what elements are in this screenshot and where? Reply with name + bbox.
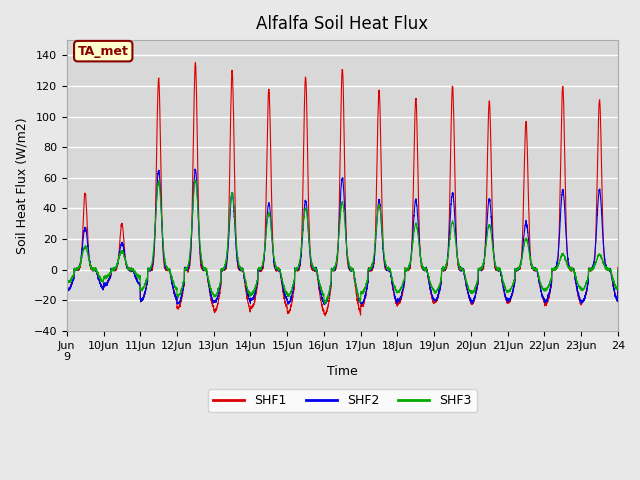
Text: TA_met: TA_met [78,45,129,58]
SHF3 [192,177,200,183]
SHF2 [322,300,330,305]
X-axis label: Time: Time [327,365,358,378]
SHF2 [614,298,621,303]
SHF2 [162,264,170,270]
Title: Alfalfa Soil Heat Flux: Alfalfa Soil Heat Flux [256,15,428,33]
SHF1 [466,297,474,303]
SHF3 [497,271,505,276]
SHF2 [358,301,365,307]
SHF2 [191,166,199,172]
Y-axis label: Soil Heat Flux (W/m2): Soil Heat Flux (W/m2) [15,117,28,254]
SHF2 [466,295,474,300]
SHF1 [614,264,621,270]
Line: SHF1: SHF1 [67,62,618,316]
SHF1 [162,267,170,273]
Line: SHF2: SHF2 [67,169,618,304]
SHF1 [497,274,505,279]
SHF1 [191,60,199,65]
SHF3 [322,299,330,304]
SHF1 [322,311,330,316]
SHF2 [63,287,70,293]
SHF1 [436,288,444,294]
SHF1 [63,286,70,292]
Legend: SHF1, SHF2, SHF3: SHF1, SHF2, SHF3 [208,389,477,412]
SHF3 [436,281,444,287]
SHF3 [466,288,474,294]
SHF2 [497,271,505,277]
SHF2 [436,288,444,294]
SHF1 [321,313,329,319]
SHF3 [614,287,621,292]
SHF3 [614,266,621,272]
SHF2 [614,267,621,273]
SHF1 [614,298,621,303]
SHF3 [63,278,70,284]
SHF3 [162,263,170,268]
SHF3 [321,301,329,307]
Line: SHF3: SHF3 [67,180,618,304]
